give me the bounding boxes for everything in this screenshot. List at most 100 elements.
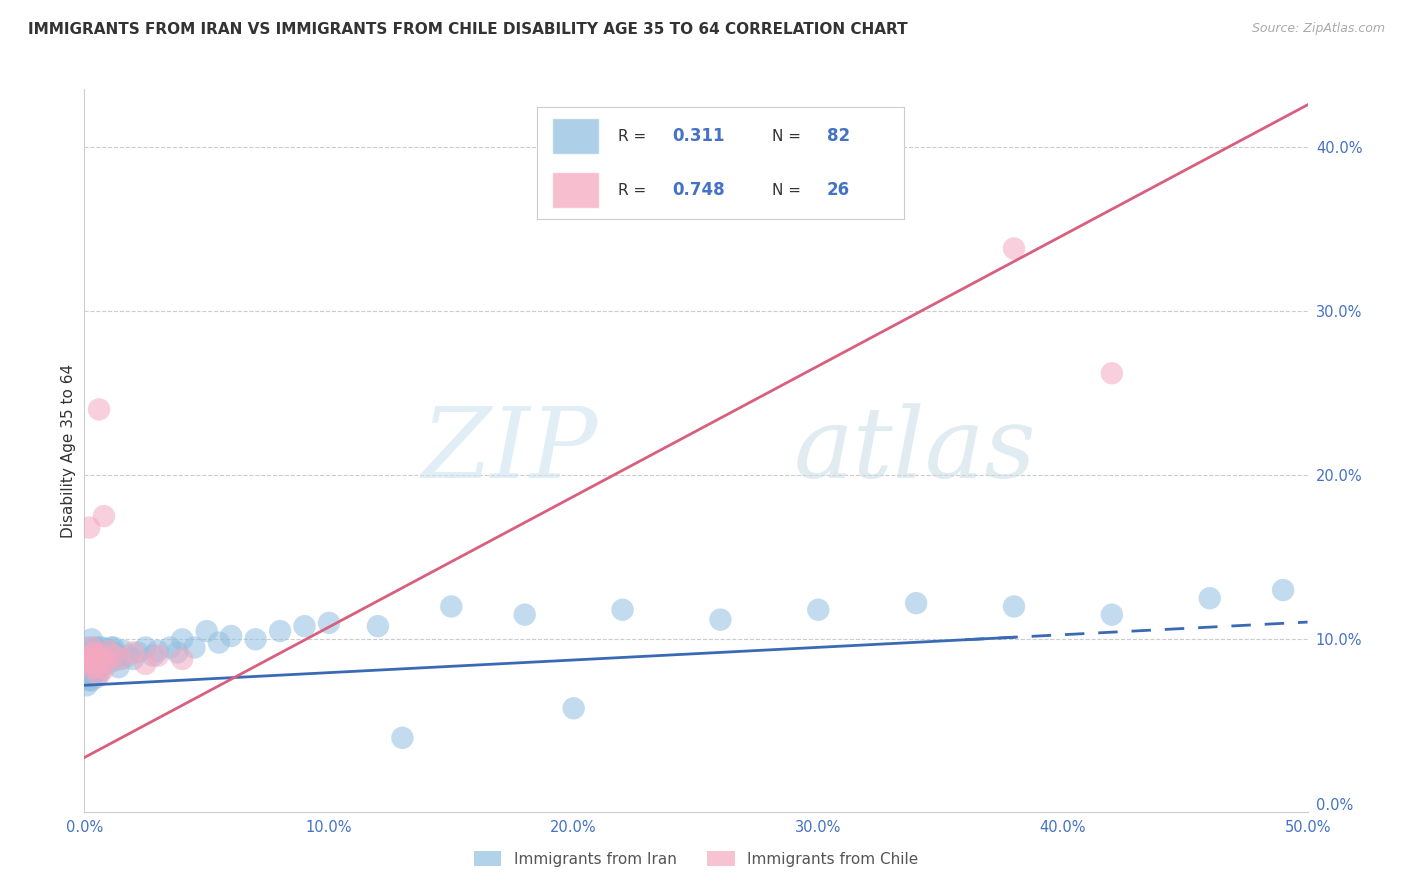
Point (83, 654, 105, 668)
Point (77, 668, 100, 682)
Point (80, 655, 103, 669)
Point (294, 619, 316, 633)
Point (112, 644, 135, 658)
Point (96, 654, 118, 668)
Point (562, 701, 585, 715)
Point (90, 657, 112, 671)
Point (83, 640, 105, 655)
Point (97, 648, 120, 663)
Point (86, 648, 108, 663)
Point (183, 640, 205, 655)
Point (86, 647, 108, 661)
Point (76, 665, 98, 680)
Point (87, 668, 110, 682)
Point (367, 619, 389, 633)
Point (105, 650, 128, 665)
Point (90, 645, 112, 659)
Legend: Immigrants from Iran, Immigrants from Chile: Immigrants from Iran, Immigrants from Ch… (468, 845, 924, 872)
Text: IMMIGRANTS FROM IRAN VS IMMIGRANTS FROM CHILE DISABILITY AGE 35 TO 64 CORRELATIO: IMMIGRANTS FROM IRAN VS IMMIGRANTS FROM … (28, 22, 908, 37)
Point (96, 657, 118, 671)
Point (97, 644, 120, 658)
Point (97, 645, 120, 659)
Point (86, 664, 108, 678)
Point (105, 647, 128, 661)
Point (146, 644, 169, 658)
Point (172, 632, 194, 647)
Point (76, 672, 98, 686)
Point (103, 654, 125, 668)
Point (110, 652, 132, 666)
Point (135, 640, 157, 655)
Point (318, 615, 340, 630)
Point (142, 648, 165, 663)
Point (96, 642, 118, 657)
Point (80, 644, 103, 658)
Point (117, 648, 139, 663)
Point (77, 657, 100, 671)
Point (1101, 366, 1123, 380)
Point (110, 652, 132, 666)
Point (80, 632, 103, 647)
Point (87, 644, 110, 658)
Point (77, 648, 100, 663)
Point (103, 640, 125, 655)
Point (195, 624, 218, 638)
Point (80, 645, 103, 659)
Point (612, 603, 634, 617)
Text: ZIP: ZIP (422, 403, 598, 498)
Point (76, 657, 98, 671)
Point (122, 645, 145, 659)
Point (1002, 242, 1025, 256)
Point (77, 660, 100, 674)
Point (77, 673, 100, 688)
Point (80, 668, 103, 682)
Point (391, 731, 413, 745)
Point (93, 652, 115, 666)
Point (709, 613, 731, 627)
Point (76, 662, 98, 676)
Point (87, 640, 110, 655)
Point (80, 673, 103, 688)
Point (440, 599, 463, 614)
Point (513, 607, 536, 622)
Point (77, 640, 100, 655)
Point (1272, 582, 1295, 597)
Point (86, 660, 108, 674)
Point (76, 657, 98, 671)
Point (208, 635, 231, 649)
Point (93, 662, 115, 676)
Point (77, 648, 100, 663)
Point (93, 647, 115, 661)
Point (1101, 607, 1123, 622)
Point (127, 645, 149, 659)
Point (103, 648, 125, 663)
Point (159, 640, 181, 655)
Text: atlas: atlas (794, 403, 1036, 498)
Point (83, 652, 105, 666)
Point (122, 652, 145, 666)
Point (77, 652, 100, 666)
Point (80, 652, 103, 666)
Point (146, 648, 169, 663)
Point (76, 678, 98, 692)
Point (269, 624, 291, 638)
Point (83, 655, 105, 669)
Point (107, 660, 129, 674)
Point (87, 665, 110, 680)
Point (83, 666, 105, 681)
Point (90, 655, 112, 669)
Point (100, 640, 122, 655)
Point (90, 640, 112, 655)
Y-axis label: Disability Age 35 to 64: Disability Age 35 to 64 (60, 363, 76, 538)
Point (219, 629, 242, 643)
Point (83, 660, 105, 674)
Point (87, 402, 110, 417)
Point (83, 645, 105, 659)
Point (77, 521, 100, 535)
Point (135, 657, 157, 671)
Point (245, 632, 267, 647)
Point (100, 644, 122, 658)
Point (166, 645, 188, 659)
Point (87, 662, 110, 676)
Point (80, 647, 103, 661)
